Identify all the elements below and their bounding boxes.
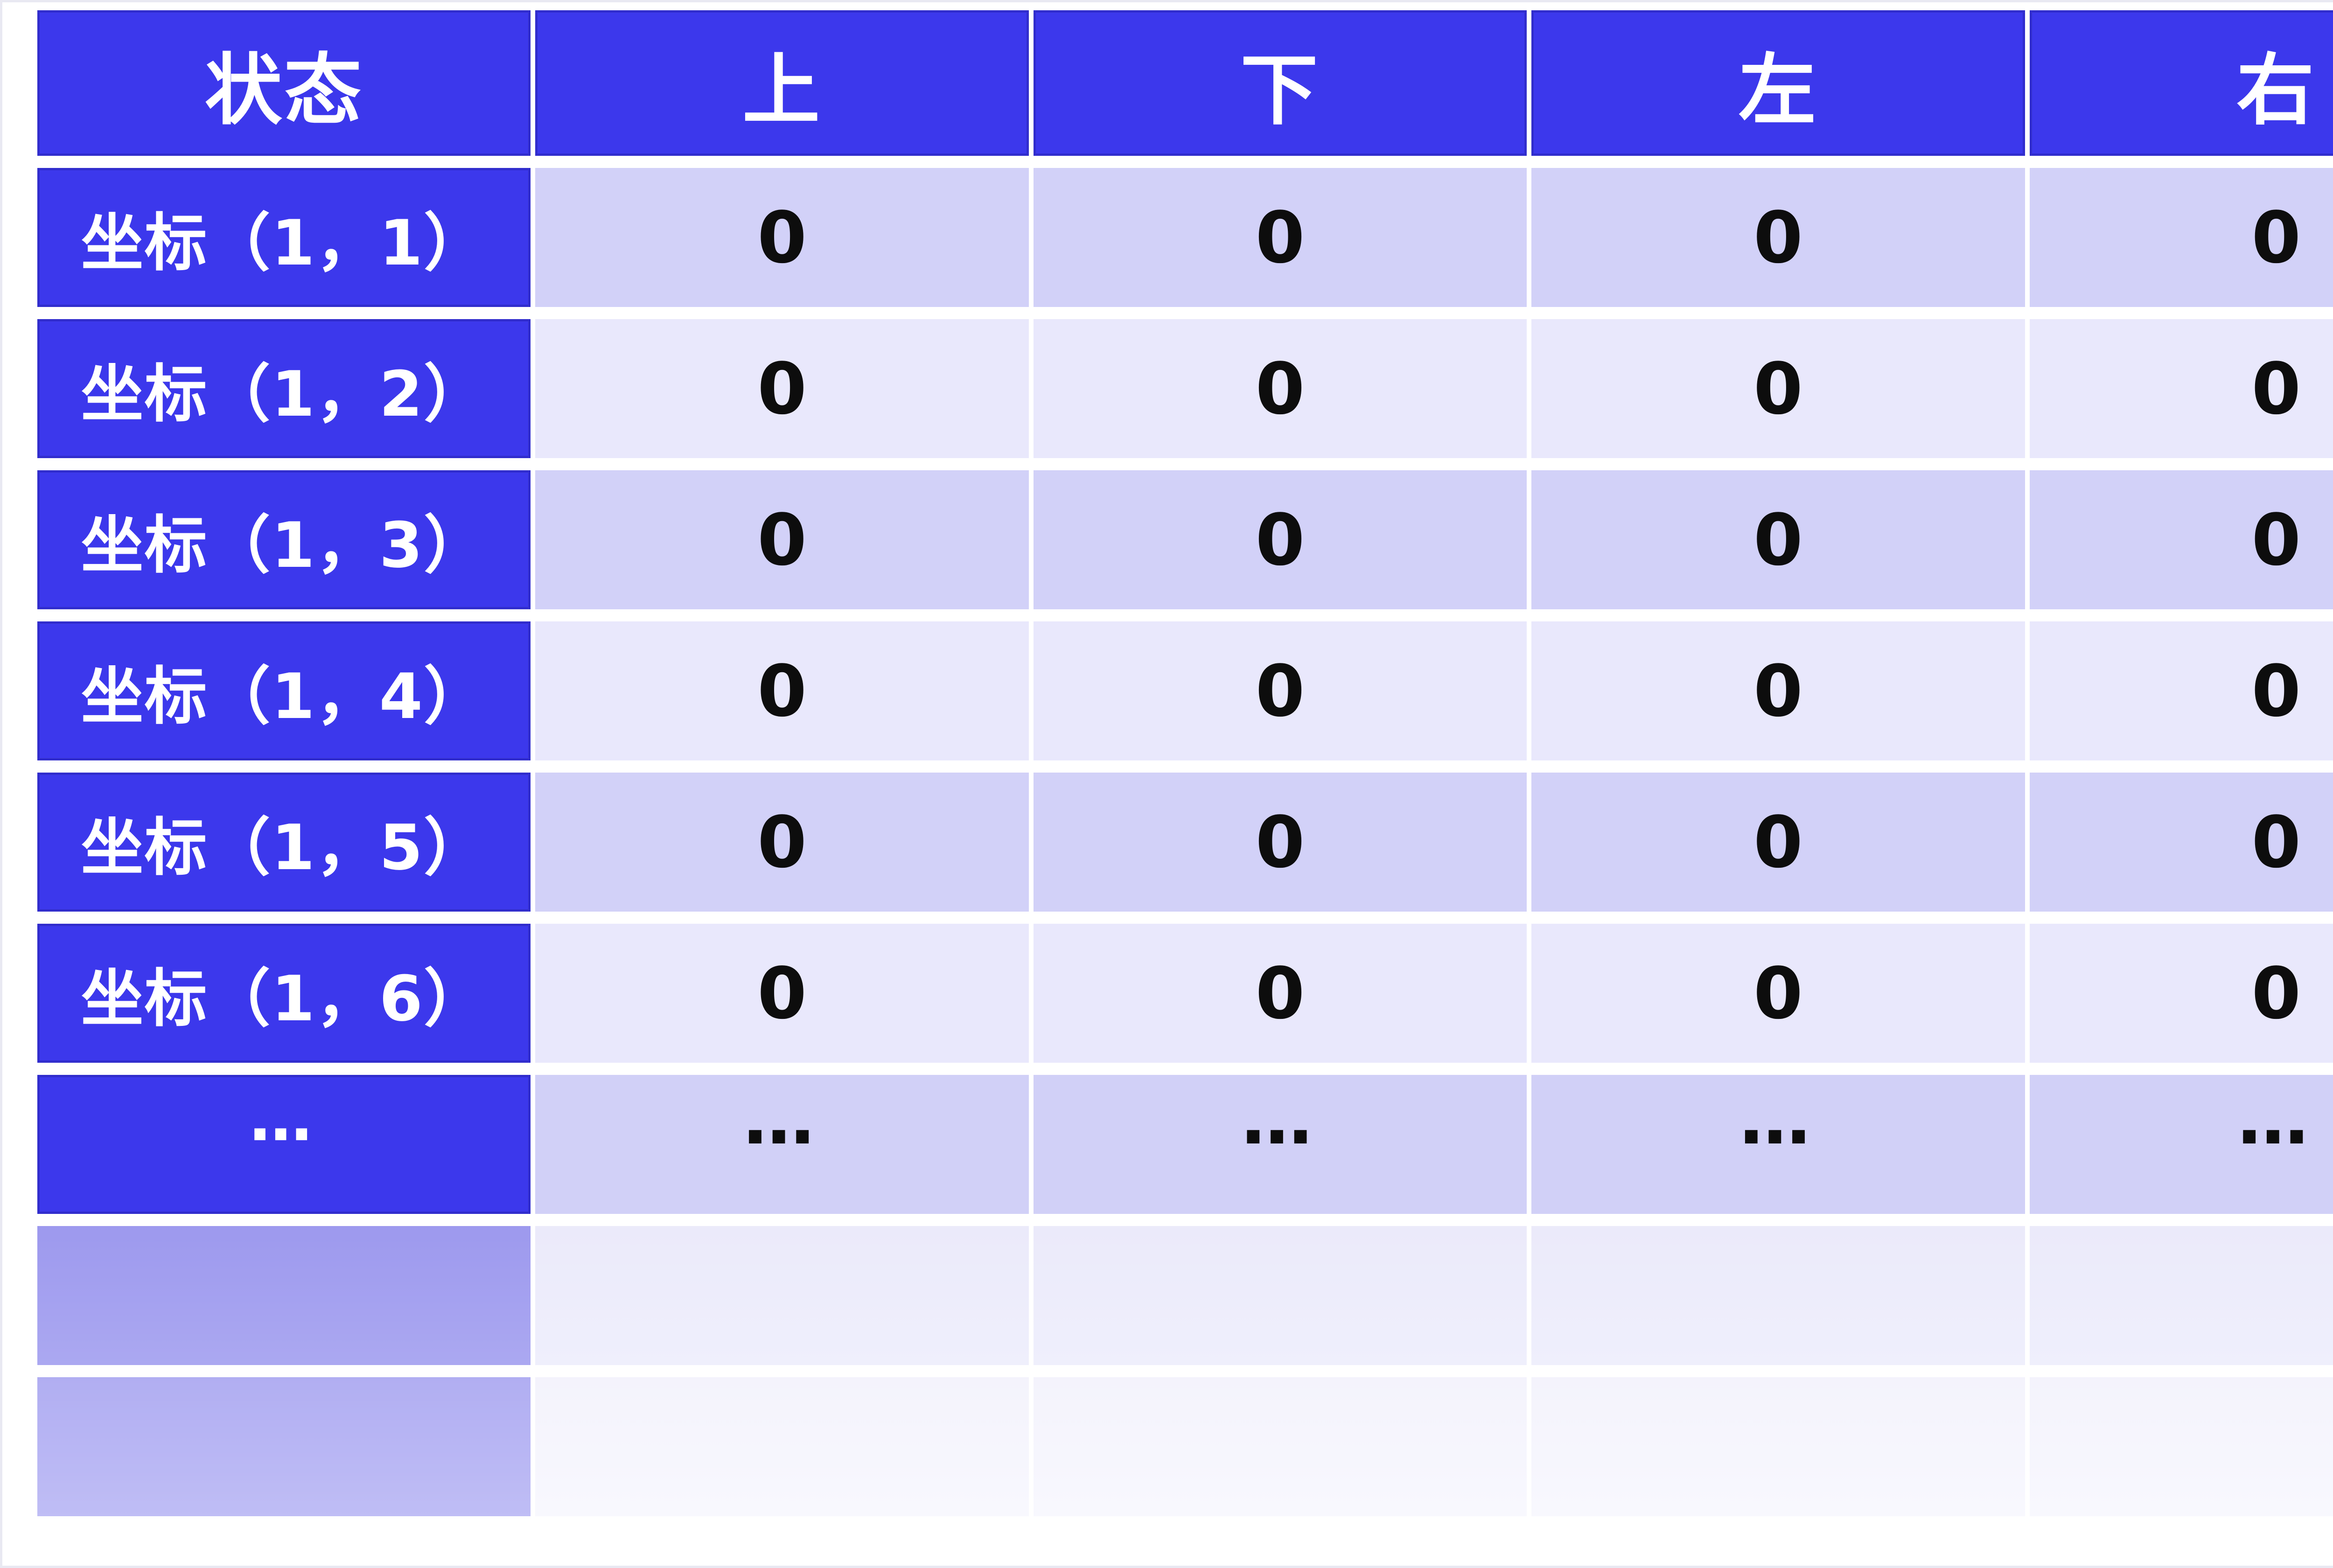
header-cell-down: 下 (1033, 10, 1527, 156)
q-value-cell: 0 (1033, 470, 1527, 609)
q-value-cell: 0 (1033, 621, 1527, 760)
q-value-cell-empty (1531, 1226, 2025, 1365)
q-value-cell-ellipsis: … (1033, 1075, 1527, 1214)
q-value-cell: 0 (1531, 470, 2025, 609)
ellipsis-text: … (1241, 1077, 1319, 1160)
q-value-cell: 0 (535, 773, 1029, 912)
q-value-cell-empty (535, 1377, 1029, 1516)
row-label-cell: 坐标（1，6） (37, 924, 531, 1063)
q-value-cell: 0 (2029, 773, 2333, 912)
q-value-cell: 0 (535, 924, 1029, 1063)
q-value-cell: 0 (535, 319, 1029, 458)
q-value-cell: 0 (2029, 621, 2333, 760)
ellipsis-text: … (249, 1082, 319, 1155)
row-label-cell: 坐标（1，1） (37, 168, 531, 307)
q-value-cell: 0 (1531, 319, 2025, 458)
q-value-cell-empty (1531, 1377, 2025, 1516)
q-value-cell: 0 (1033, 319, 1527, 458)
q-value-cell: 0 (1033, 168, 1527, 307)
q-value-cell-empty (535, 1226, 1029, 1365)
q-value-cell: 0 (1531, 168, 2025, 307)
q-value-cell-empty (1033, 1226, 1527, 1365)
q-value-cell: 0 (1531, 621, 2025, 760)
q-value-cell: 0 (535, 470, 1029, 609)
header-cell-state: 状态 (37, 10, 531, 156)
q-value-cell-empty (2029, 1377, 2333, 1516)
q-value-cell-empty (2029, 1226, 2333, 1365)
q-value-cell: 0 (535, 168, 1029, 307)
header-cell-left: 左 (1531, 10, 2025, 156)
q-value-cell: 0 (2029, 924, 2333, 1063)
q-value-table: 状态 上 下 左 右 坐标（1，1） 0 0 0 0 坐标（1，2） 0 0 0… (37, 10, 2333, 1516)
row-label-cell: 坐标（1，5） (37, 773, 531, 912)
row-label-cell: 坐标（1，3） (37, 470, 531, 609)
q-value-cell-ellipsis: … (535, 1075, 1029, 1214)
row-label-cell: 坐标（1，4） (37, 621, 531, 760)
ellipsis-text: … (743, 1077, 821, 1160)
q-value-cell: 0 (535, 621, 1029, 760)
q-value-cell: 0 (1033, 773, 1527, 912)
header-cell-up: 上 (535, 10, 1029, 156)
q-value-cell-empty (1033, 1377, 1527, 1516)
row-label-cell-ellipsis: … (37, 1075, 531, 1214)
row-label-cell-faded (37, 1377, 531, 1516)
row-label-cell-faded (37, 1226, 531, 1365)
q-value-cell: 0 (1531, 924, 2025, 1063)
ellipsis-text: … (1739, 1077, 1817, 1160)
q-value-cell: 0 (1033, 924, 1527, 1063)
header-cell-right: 右 (2029, 10, 2333, 156)
q-value-cell-ellipsis: … (1531, 1075, 2025, 1214)
q-value-cell: 0 (2029, 168, 2333, 307)
q-value-cell: 0 (2029, 470, 2333, 609)
row-label-cell: 坐标（1，2） (37, 319, 531, 458)
q-value-cell: 0 (1531, 773, 2025, 912)
q-value-cell-ellipsis: … (2029, 1075, 2333, 1214)
q-value-cell: 0 (2029, 319, 2333, 458)
ellipsis-text: … (2237, 1077, 2315, 1160)
